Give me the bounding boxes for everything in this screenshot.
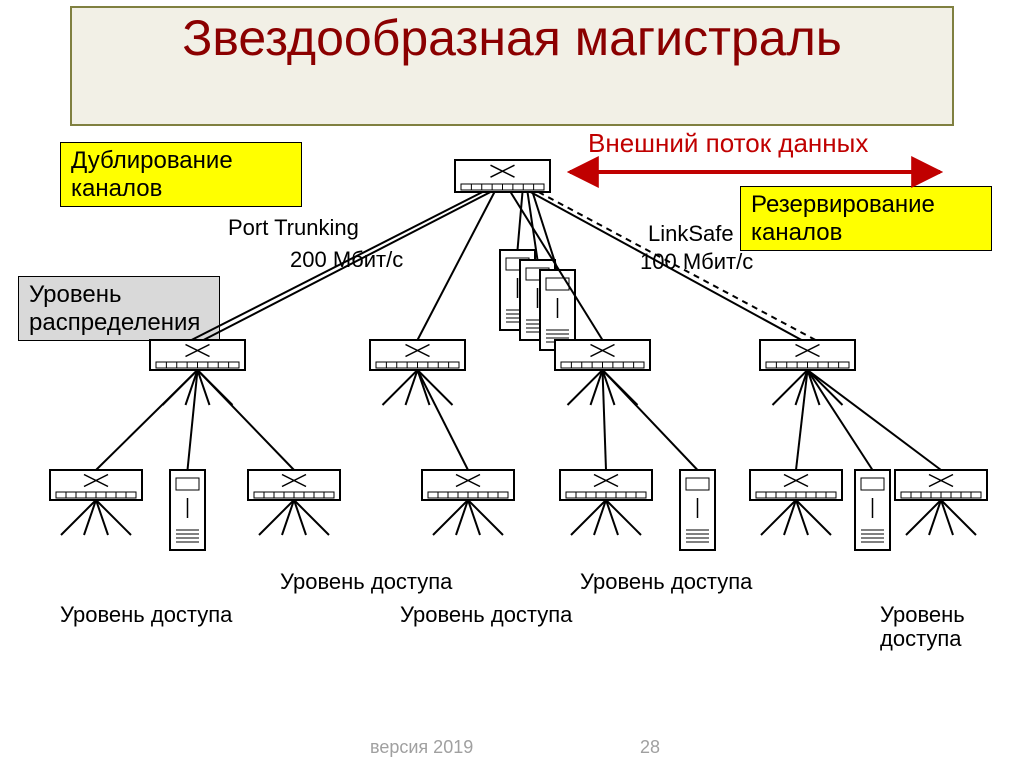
network-diagram <box>0 0 1024 768</box>
